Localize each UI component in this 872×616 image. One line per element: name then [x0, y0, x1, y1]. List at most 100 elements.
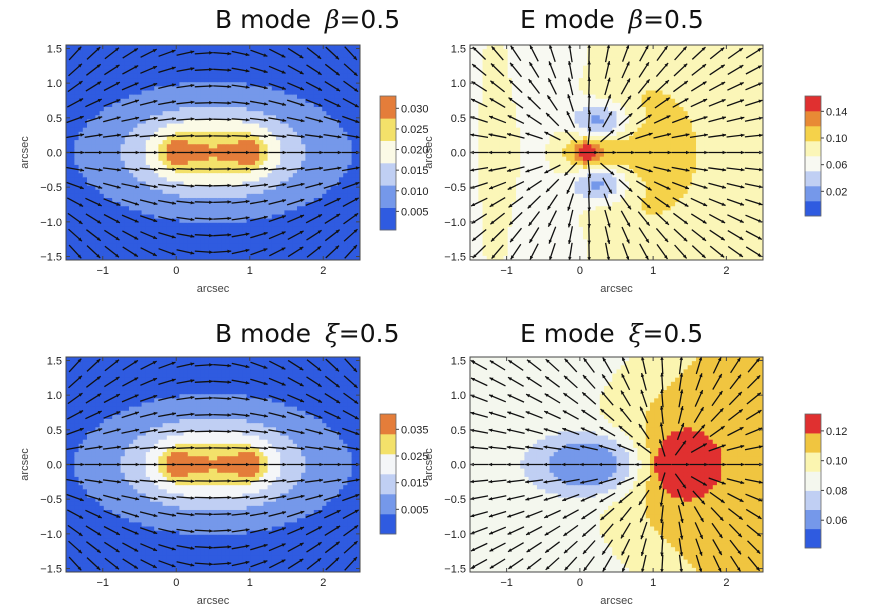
vector-arrowhead — [757, 48, 762, 52]
vector-arrowhead — [618, 499, 623, 504]
vector-arrowhead — [135, 497, 140, 501]
colorbar-tick-label: 0.06 — [826, 515, 847, 527]
y-tick-label: 0.0 — [451, 460, 466, 472]
vector-arrowhead — [335, 55, 339, 60]
vector-arrowhead — [135, 133, 140, 138]
vector-arrowhead — [97, 514, 102, 518]
vector-arrowhead — [318, 198, 323, 202]
vector-arrowhead — [627, 205, 631, 210]
vector-arrowhead — [152, 564, 157, 568]
vector-arrowhead — [337, 431, 341, 435]
vector-arrowhead — [117, 462, 121, 467]
colorbar-tick-label: 0.030 — [401, 103, 429, 115]
vector-arrowhead — [281, 382, 286, 386]
vector-arrowhead — [318, 510, 323, 514]
vector-arrowhead — [568, 240, 572, 244]
colorbar-tick-label: 0.010 — [401, 186, 429, 198]
vector-arrowhead — [115, 82, 120, 86]
vector-arrowhead — [153, 116, 158, 121]
vector-arrowhead — [245, 397, 250, 401]
vector-arrowhead — [581, 515, 586, 520]
vector-arrowhead — [582, 392, 587, 397]
contour-field — [66, 45, 360, 260]
vector-arrowhead — [116, 411, 121, 415]
vector-arrowhead — [134, 82, 139, 86]
vector-arrowhead — [738, 516, 743, 520]
vector-arrowhead — [641, 357, 645, 361]
vector-arrowhead — [98, 185, 103, 189]
vector-arrowhead — [133, 253, 138, 257]
x-tick-label: 1 — [247, 577, 253, 589]
vector-arrowhead — [561, 445, 566, 449]
y-tick-label: −1.0 — [444, 529, 466, 541]
vector-arrowhead — [525, 445, 529, 449]
vector-arrowhead — [171, 395, 176, 399]
vector-arrowhead — [488, 479, 493, 484]
vector-arrowhead — [510, 45, 515, 50]
vector-arrowhead — [134, 514, 139, 518]
y-axis-label: arcsec — [19, 448, 31, 481]
vector-arrowhead — [245, 364, 250, 369]
vector-arrowhead — [245, 167, 250, 171]
vector-arrowhead — [737, 374, 741, 379]
vector-arrowhead — [648, 169, 653, 173]
vector-arrowhead — [172, 184, 176, 188]
vector-arrowhead — [583, 550, 587, 554]
vector-arrowhead — [583, 567, 588, 571]
vector-arrowhead — [209, 233, 213, 238]
vector-arrowhead — [96, 566, 101, 570]
vector-arrowhead — [525, 497, 530, 501]
vector-arrowhead — [544, 532, 549, 536]
vector-arrowhead — [587, 127, 592, 131]
x-tick-label: 0 — [577, 265, 583, 277]
vector-arrowhead — [355, 166, 360, 170]
colorbar-tick-label: 0.005 — [401, 206, 429, 218]
vector-arrowhead — [335, 71, 340, 76]
vector-arrowhead — [246, 462, 250, 467]
vector-arrowhead — [209, 512, 213, 516]
vector-arrowhead — [355, 431, 360, 435]
vector-arrowhead — [626, 61, 630, 66]
vector-arrowhead — [172, 201, 176, 205]
vector-arrowhead — [227, 545, 232, 549]
vector-arrowhead — [78, 237, 82, 242]
y-tick-label: −1.5 — [444, 564, 466, 576]
colorbar-swatch — [805, 433, 821, 453]
vector-arrowhead — [739, 498, 744, 502]
vector-arrowhead — [209, 84, 213, 88]
vector-arrowhead — [587, 190, 592, 195]
vector-arrowhead — [98, 445, 103, 449]
contour-field — [470, 357, 763, 572]
vector-arrowhead — [472, 254, 477, 258]
vector-arrowhead — [263, 527, 268, 532]
vector-arrowhead — [153, 133, 158, 138]
vector-arrowhead — [567, 94, 571, 99]
vector-arrowhead — [336, 198, 341, 202]
vector-arrowhead — [317, 383, 322, 387]
vector-arrowhead — [335, 229, 340, 234]
vector-arrowhead — [282, 414, 286, 418]
vector-arrowhead — [600, 516, 605, 520]
vector-arrowhead — [561, 462, 566, 467]
vector-arrowhead — [227, 51, 232, 56]
y-tick-label: 1.5 — [451, 355, 466, 367]
vector-arrowhead — [740, 133, 745, 138]
vector-arrowhead — [618, 425, 623, 430]
vector-arrowhead — [282, 134, 287, 139]
vector-arrowhead — [580, 445, 585, 449]
vector-arrowhead — [318, 399, 322, 403]
y-tick-label: 0.5 — [451, 425, 466, 437]
vector-arrowhead — [622, 357, 626, 361]
vector-arrowhead — [245, 430, 250, 434]
vector-arrowhead — [679, 568, 683, 572]
colorbar-swatch — [805, 111, 821, 127]
vector-arrowhead — [660, 372, 664, 377]
vector-arrowhead — [660, 569, 664, 572]
vector-arrowhead — [282, 495, 287, 499]
vector-arrowhead — [660, 535, 664, 540]
vector-arrowhead — [319, 134, 323, 139]
vector-arrowhead — [337, 182, 341, 186]
vector-arrowhead — [599, 498, 604, 503]
vector-arrowhead — [282, 511, 286, 515]
vector-arrowhead — [171, 49, 176, 54]
